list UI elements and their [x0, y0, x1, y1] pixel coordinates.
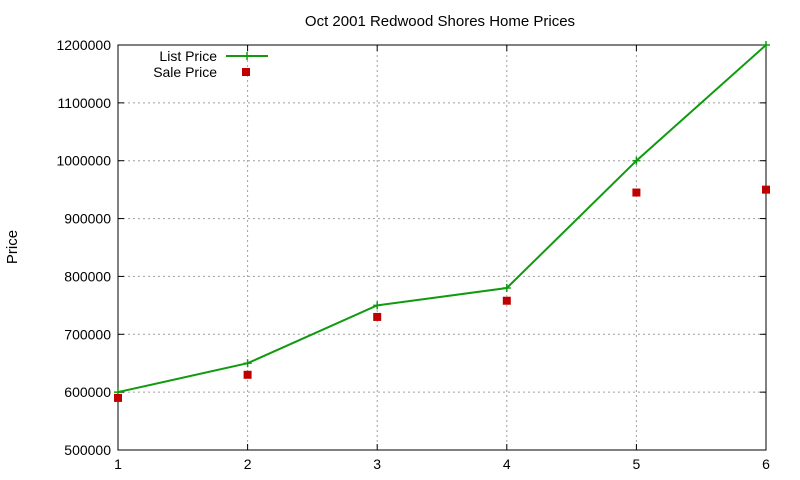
y-tick-label: 1200000 [56, 37, 111, 53]
x-tick-label: 3 [373, 456, 381, 472]
data-point [632, 156, 641, 165]
legend-swatch-marker [243, 52, 251, 60]
legend-entry: List Price [159, 48, 268, 64]
data-point [373, 301, 382, 310]
y-axis-title: Price [4, 230, 21, 264]
series-1 [114, 185, 770, 402]
data-point [762, 185, 770, 194]
y-tick-label: 500000 [64, 442, 111, 458]
data-point [373, 312, 382, 321]
x-tick-label: 4 [503, 456, 511, 472]
data-point [632, 188, 641, 197]
chart-title: Oct 2001 Redwood Shores Home Prices [305, 13, 575, 30]
y-tick-label: 900000 [64, 211, 111, 227]
legend-label: List Price [159, 48, 217, 64]
series-0 [114, 41, 770, 397]
x-tick-label: 5 [633, 456, 641, 472]
x-tick-label: 1 [114, 456, 122, 472]
data-point [502, 284, 511, 292]
data-point [762, 41, 770, 49]
legend-swatch-marker [242, 68, 250, 76]
grid-lines [118, 45, 766, 450]
data-point [502, 296, 511, 305]
legend-entry: Sale Price [153, 64, 250, 80]
data-point [243, 359, 252, 368]
data-point [243, 370, 252, 379]
series-line [117, 44, 767, 394]
y-tick-label: 800000 [64, 268, 111, 284]
legend-label: Sale Price [153, 64, 217, 80]
y-tick-label: 600000 [64, 384, 111, 400]
y-tick-label: 1000000 [56, 153, 111, 169]
x-tick-label: 2 [244, 456, 252, 472]
data-point [114, 393, 122, 402]
series-layer [114, 41, 770, 402]
y-tick-label: 700000 [64, 326, 111, 342]
axis-ticks: 1 2 3 4 5 6 500000 600000 700000 800000 900000 1000… [56, 37, 770, 472]
plot-frame [117, 44, 767, 451]
x-tick-label: 6 [762, 456, 770, 472]
y-tick-label: 1100000 [58, 95, 112, 111]
